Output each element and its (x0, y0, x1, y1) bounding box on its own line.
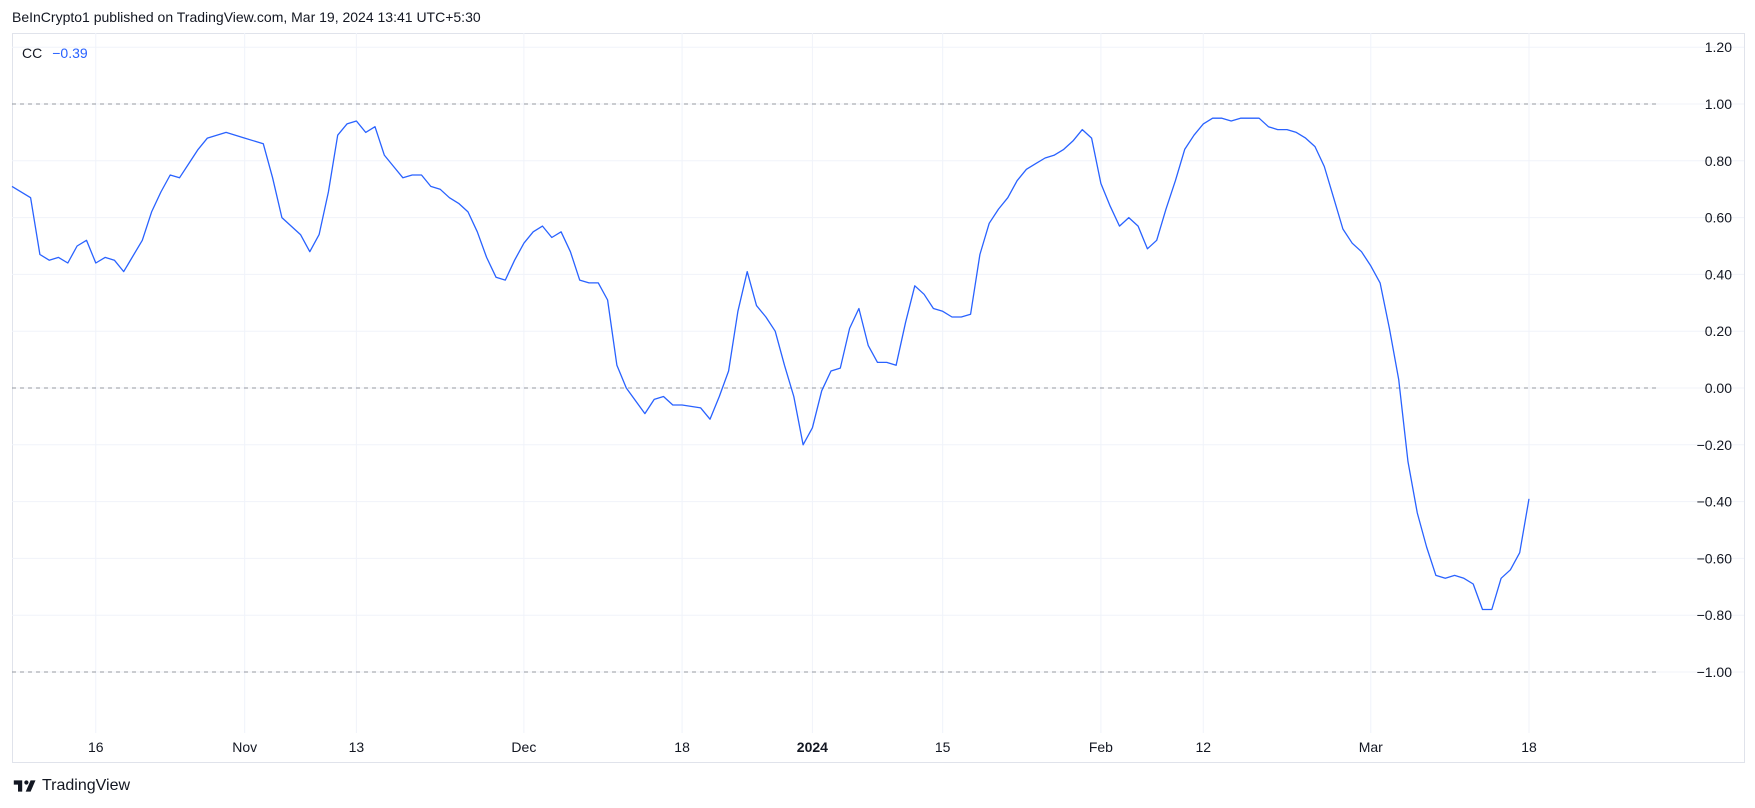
y-tick-label: −0.60 (1697, 550, 1733, 566)
legend-symbol: CC (22, 45, 43, 61)
y-tick-label: 1.20 (1705, 39, 1732, 55)
y-tick-label: 0.60 (1705, 210, 1732, 226)
y-tick-label: −1.00 (1697, 664, 1733, 680)
chart-pane[interactable] (12, 33, 1745, 763)
x-tick-label: 2024 (797, 739, 828, 755)
x-tick-label: 18 (674, 739, 690, 755)
y-tick-label: 1.00 (1705, 96, 1732, 112)
legend-value: −0.39 (52, 45, 88, 61)
y-tick-label: 0.80 (1705, 153, 1732, 169)
grid-lines (12, 33, 1744, 733)
publication-header: BeInCrypto1 published on TradingView.com… (12, 9, 481, 25)
tradingview-logo-icon (13, 780, 36, 792)
x-tick-label: Dec (511, 739, 536, 755)
x-tick-label: 12 (1195, 739, 1211, 755)
x-axis: 16 Nov 13 Dec 18 2024 15 Feb 12 Mar 18 (88, 739, 1537, 755)
series-layer (11, 117, 1530, 611)
y-tick-label: −0.20 (1697, 437, 1733, 453)
brand-name: TradingView (42, 777, 131, 794)
reference-lines (12, 103, 1656, 673)
y-axis: 1.20 1.00 0.80 0.60 0.40 0.20 0.00 −0.20 −0.40 −0… (1697, 39, 1733, 680)
y-tick-label: −0.40 (1697, 494, 1733, 510)
y-tick-label: 0.40 (1705, 266, 1732, 282)
x-tick-label: Feb (1089, 739, 1113, 755)
y-tick-label: 0.20 (1705, 323, 1732, 339)
tradingview-branding[interactable]: TradingView (12, 777, 130, 795)
x-tick-label: 18 (1521, 739, 1537, 755)
x-tick-label: 16 (88, 739, 104, 755)
x-tick-label: Mar (1359, 739, 1383, 755)
legend[interactable]: CC −0.39 (22, 45, 88, 61)
x-tick-label: 13 (349, 739, 365, 755)
x-tick-label: 15 (935, 739, 951, 755)
correlation-series-line (11, 117, 1530, 611)
y-tick-label: 0.00 (1705, 380, 1732, 396)
x-tick-label: Nov (232, 739, 257, 755)
y-tick-label: −0.80 (1697, 607, 1733, 623)
